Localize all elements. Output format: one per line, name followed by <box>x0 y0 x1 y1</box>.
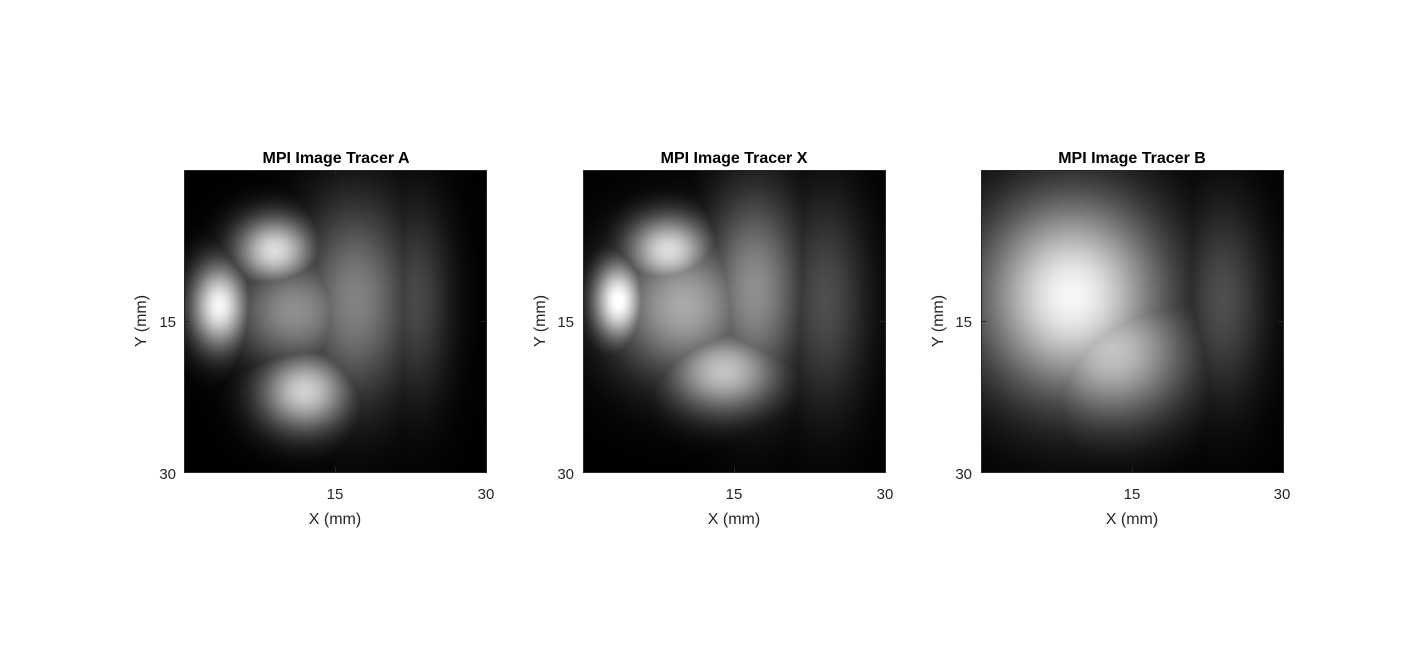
x-axis-label: X (mm) <box>1106 511 1158 528</box>
panel-title: MPI Image Tracer X <box>661 150 808 167</box>
x-tick-label: 15 <box>726 486 743 503</box>
y-tick-label: 30 <box>955 466 972 483</box>
panel-title: MPI Image Tracer A <box>262 150 409 167</box>
x-axis-label: X (mm) <box>708 511 760 528</box>
panel-tracer-a: MPI Image Tracer A 15 30 15 30 X (mm) Y … <box>133 150 494 528</box>
y-axis-label: Y (mm) <box>133 295 150 347</box>
y-tick-label: 15 <box>955 314 972 331</box>
y-axis-label: Y (mm) <box>532 295 549 347</box>
y-axis-label: Y (mm) <box>930 295 947 347</box>
y-tick-label: 15 <box>159 314 176 331</box>
y-tick-label: 30 <box>557 466 574 483</box>
panel-tracer-b: MPI Image Tracer B 15 30 15 30 X (mm) Y … <box>930 150 1290 528</box>
heatmap-image <box>981 170 1283 472</box>
y-tick-label: 15 <box>557 314 574 331</box>
heatmap-image <box>184 170 486 472</box>
x-tick-label: 15 <box>1124 486 1141 503</box>
panel-title: MPI Image Tracer B <box>1058 150 1206 167</box>
panel-tracer-x: MPI Image Tracer X 15 30 15 30 X (mm) Y … <box>532 150 893 528</box>
x-tick-label: 30 <box>478 486 495 503</box>
x-axis-label: X (mm) <box>309 511 361 528</box>
x-tick-label: 30 <box>1274 486 1291 503</box>
y-tick-label: 30 <box>159 466 176 483</box>
x-tick-label: 15 <box>327 486 344 503</box>
heatmap-image <box>583 170 885 472</box>
x-tick-label: 30 <box>877 486 894 503</box>
